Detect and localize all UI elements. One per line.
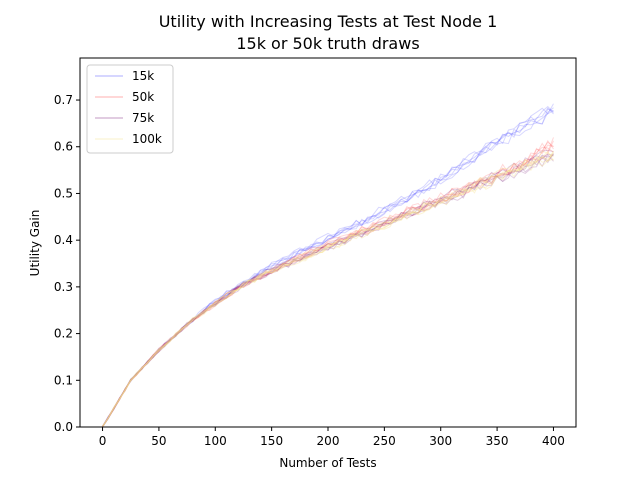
- series-15k-replicate: [102, 107, 554, 428]
- series-75k: [102, 149, 554, 428]
- y-tick-label: 0.3: [54, 280, 73, 294]
- x-tick-label: 100: [204, 434, 227, 448]
- series-50k-replicate: [102, 137, 554, 428]
- series-100k-replicate: [102, 158, 554, 427]
- x-tick-label: 50: [151, 434, 166, 448]
- series-50k-replicate: [102, 144, 554, 428]
- legend-label-100k: 100k: [132, 132, 162, 146]
- x-tick-label: 400: [542, 434, 565, 448]
- series-50k-replicate: [102, 146, 554, 427]
- series-15k: [102, 103, 554, 428]
- x-axis-label: Number of Tests: [279, 456, 376, 470]
- y-tick-label: 0.5: [54, 186, 73, 200]
- series-100k: [102, 150, 554, 428]
- x-tick-label: 200: [317, 434, 340, 448]
- x-tick-label: 300: [429, 434, 452, 448]
- series-layer: [102, 103, 554, 428]
- series-75k-replicate: [102, 154, 554, 428]
- series-15k-replicate: [102, 105, 554, 428]
- legend-label-15k: 15k: [132, 69, 154, 83]
- series-15k-replicate: [102, 107, 554, 427]
- y-tick-label: 0.2: [54, 327, 73, 341]
- series-50k-replicate: [102, 140, 554, 427]
- series-15k-replicate: [102, 107, 554, 427]
- y-tick-label: 0.0: [54, 420, 73, 434]
- series-75k-replicate: [102, 149, 554, 427]
- series-15k-replicate: [102, 108, 554, 428]
- ticks: 0 50 100 150 200 250 300 350 400 0.0 0.1 0.2 0.3 0.4 0…: [54, 93, 565, 448]
- series-100k-replicate: [102, 150, 554, 428]
- y-axis-label: Utility Gain: [28, 210, 42, 277]
- x-tick-label: 250: [373, 434, 396, 448]
- series-75k-replicate: [102, 154, 554, 428]
- series-50k-replicate: [102, 139, 554, 427]
- series-100k-replicate: [102, 150, 554, 428]
- series-75k-replicate: [102, 153, 554, 427]
- chart-title: Utility with Increasing Tests at Test No…: [159, 12, 498, 31]
- x-tick-label: 0: [99, 434, 107, 448]
- legend-box: [86, 64, 174, 154]
- series-75k-replicate: [102, 153, 554, 427]
- x-tick-label: 350: [486, 434, 509, 448]
- series-100k-replicate: [102, 151, 554, 427]
- series-50k: [102, 137, 554, 428]
- legend-label-50k: 50k: [132, 90, 154, 104]
- legend: 15k 50k 75k 100k: [86, 64, 174, 154]
- y-tick-label: 0.1: [54, 373, 73, 387]
- series-100k-replicate: [102, 153, 554, 428]
- x-tick-label: 150: [260, 434, 283, 448]
- y-tick-label: 0.7: [54, 93, 73, 107]
- series-100k-replicate: [102, 150, 554, 427]
- series-50k-replicate: [102, 141, 554, 427]
- series-15k-replicate: [102, 103, 554, 428]
- y-tick-label: 0.4: [54, 233, 73, 247]
- y-tick-label: 0.6: [54, 140, 73, 154]
- legend-label-75k: 75k: [132, 111, 154, 125]
- series-75k-replicate: [102, 153, 554, 427]
- chart-subtitle: 15k or 50k truth draws: [236, 34, 419, 53]
